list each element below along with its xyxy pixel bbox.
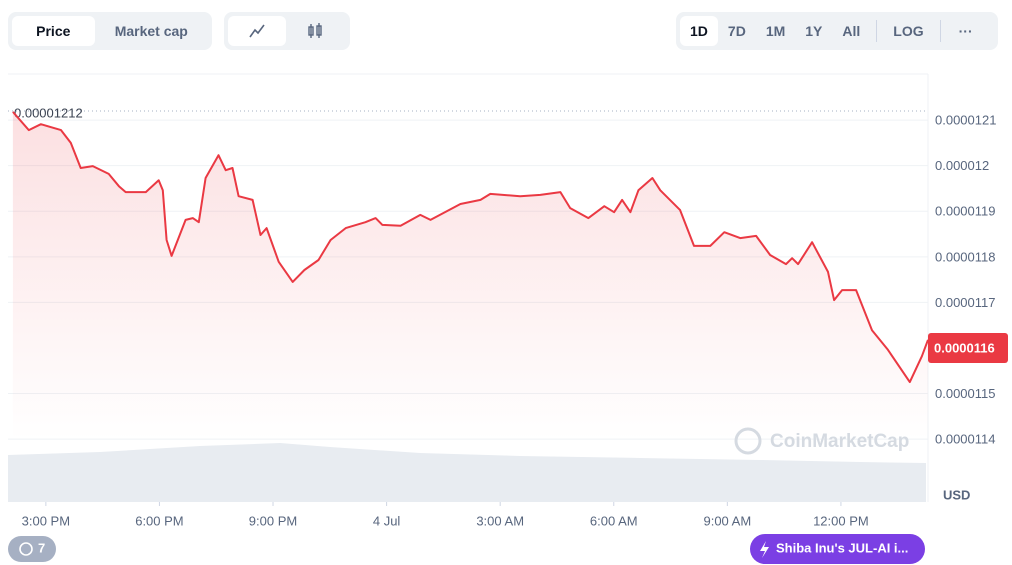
y-tick-label: 0.0000115 (935, 386, 996, 401)
x-tick-label: 6:00 PM (135, 513, 183, 528)
history-badge[interactable]: 7 (8, 536, 56, 562)
x-tick-label: 9:00 PM (249, 513, 297, 528)
promo-button[interactable]: Shiba Inu's JUL-AI i... (750, 534, 925, 564)
y-tick-label: 0.0000118 (935, 249, 996, 264)
separator (939, 20, 941, 42)
candle-icon (308, 23, 322, 38)
watermark: CoinMarketCap (734, 427, 909, 455)
y-tick-label: 0.0000114 (935, 432, 996, 447)
y-tick-label: 0.0000119 (935, 204, 996, 219)
candle-style-button[interactable] (286, 16, 344, 46)
more-button[interactable]: ··· (958, 23, 973, 39)
chart-style (224, 12, 350, 50)
line-style-button[interactable] (228, 16, 286, 46)
range-button[interactable]: 7D (727, 23, 746, 39)
line-icon (249, 24, 265, 38)
separator (876, 20, 878, 42)
badge-icon (19, 542, 33, 556)
range-button[interactable]: All (842, 23, 861, 39)
tab[interactable]: Market cap (114, 23, 188, 39)
range-button[interactable]: 1Y (805, 23, 823, 39)
range-button[interactable]: 1D (680, 16, 718, 46)
x-tick-label: 9:00 AM (703, 513, 751, 528)
x-tick-label: 6:00 AM (590, 513, 638, 528)
price-line (12, 111, 929, 384)
tab[interactable]: Price (12, 16, 95, 46)
y-tick-label: 0.000012 (935, 158, 989, 173)
range-button[interactable]: LOG (893, 23, 924, 39)
range-button[interactable]: 1M (765, 23, 786, 39)
current-price-label: 0.0000116 (934, 340, 995, 355)
watermark-logo (734, 427, 762, 455)
metric-tabs: Price Market cap (8, 12, 212, 50)
y-tick-label: 0.0000117 (935, 295, 996, 310)
promo-text: Shiba Inu's JUL-AI i... (776, 540, 908, 555)
current-price-bg (928, 332, 1008, 363)
badge-count: 7 (38, 540, 45, 555)
currency-label: USD (943, 487, 970, 502)
volume-area (8, 443, 926, 502)
price-area (12, 111, 928, 441)
promo-icon (760, 541, 769, 558)
range-tabs: 1D 7D 1M 1Y All LOG ··· (676, 12, 998, 50)
x-tick-label: 3:00 AM (476, 513, 524, 528)
x-tick-label: 3:00 PM (22, 513, 70, 528)
watermark-text: CoinMarketCap (770, 431, 909, 452)
x-tick-label: 12:00 PM (813, 513, 869, 528)
current-price-tag: 0.0000116 (928, 332, 1008, 363)
promo-bg[interactable] (750, 534, 925, 564)
x-tick-label: 4 Jul (373, 513, 401, 528)
y-tick-label: 0.0000121 (935, 113, 996, 128)
max-label: 0.00001212 (14, 105, 83, 120)
